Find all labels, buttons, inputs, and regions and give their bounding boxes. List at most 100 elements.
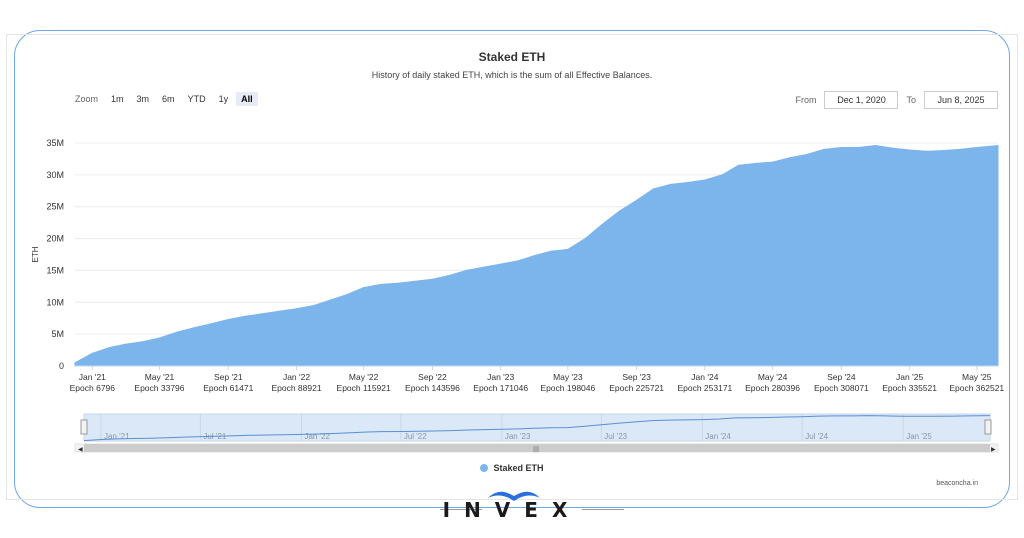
data-point-41 [772, 161, 774, 163]
data-point-34 [652, 188, 655, 190]
data-point-31 [601, 224, 603, 226]
data-point-5 [158, 337, 161, 339]
data-point-7 [193, 327, 195, 329]
scroll-right-arrow-icon: ▶ [991, 446, 996, 453]
data-point-51 [942, 150, 944, 152]
y-tick-label: 25M [46, 202, 64, 212]
navigator-tick-label: Jan '24 [705, 432, 731, 441]
data-point-17 [363, 287, 365, 289]
scrollbar-thumb [84, 444, 990, 452]
x-tick-label: May '22 [349, 372, 379, 382]
data-point-9 [227, 318, 229, 321]
legend-label: Staked ETH [493, 463, 544, 473]
data-point-43 [806, 153, 808, 156]
data-point-20 [414, 280, 416, 282]
x-tick-epoch-label: Epoch 253171 [677, 383, 732, 393]
scroll-left-arrow-icon: ◀ [78, 446, 83, 453]
brand-logo: INVEX [0, 490, 1024, 530]
data-point-13 [295, 308, 298, 310]
data-point-26 [517, 260, 519, 262]
data-point-21 [431, 278, 434, 280]
navigator-tick-label: Jan '25 [906, 432, 932, 441]
x-tick-label: Sep '21 [214, 372, 243, 382]
x-tick-epoch-label: Epoch 61471 [203, 383, 253, 393]
data-point-35 [670, 183, 672, 185]
data-point-22 [448, 274, 450, 277]
bull-horns-icon [488, 491, 540, 501]
logo-line-right [582, 509, 624, 510]
data-point-2 [109, 346, 111, 349]
x-tick-label: May '25 [962, 372, 992, 382]
data-point-47 [874, 144, 877, 147]
data-point-19 [397, 282, 399, 284]
date-range-selector: From Dec 1, 2020 To Jun 8, 2025 [795, 91, 998, 109]
data-point-29 [567, 248, 569, 250]
data-point-3 [124, 343, 126, 345]
data-point-53 [976, 146, 978, 149]
y-tick-label: 20M [46, 234, 64, 244]
navigator-window [83, 413, 991, 442]
x-tick-label: Jan '21 [79, 372, 106, 382]
data-point-39 [737, 164, 740, 166]
zoom-1y-button[interactable]: 1y [218, 94, 229, 104]
data-point-37 [704, 179, 706, 181]
x-tick-epoch-label: Epoch 362521 [949, 383, 1004, 393]
y-tick-label: 30M [46, 170, 64, 180]
to-date-input[interactable]: Jun 8, 2025 [924, 91, 998, 109]
x-tick-label: Sep '23 [622, 372, 651, 382]
chart-title: Staked ETH [478, 50, 546, 64]
x-tick-epoch-label: Epoch 171046 [473, 383, 528, 393]
brand-text: INVEX [442, 498, 582, 522]
data-point-6 [176, 331, 178, 333]
from-date-input[interactable]: Dec 1, 2020 [824, 91, 899, 109]
zoom-label: Zoom [75, 94, 99, 104]
credit-link[interactable]: beaconcha.in [936, 480, 978, 487]
data-point-48 [891, 147, 893, 149]
data-point-24 [482, 266, 484, 268]
x-tick-epoch-label: Epoch 280396 [745, 383, 800, 393]
y-tick-label: 10M [46, 297, 64, 307]
y-tick-label: 0 [59, 361, 64, 371]
data-point-38 [721, 174, 723, 176]
y-tick-label: 15M [46, 265, 64, 275]
data-point-15 [328, 299, 331, 301]
zoom-6m-button[interactable]: 6m [162, 94, 175, 104]
x-tick-epoch-label: Epoch 198046 [540, 383, 595, 393]
data-point-4 [142, 341, 144, 343]
x-tick-label: Sep '24 [827, 372, 856, 382]
data-point-32 [618, 210, 620, 212]
navigator[interactable]: Jan '21 Jul '21 Jan '22 Jul '22 Jan '23 Jul '… [74, 413, 999, 453]
x-tick-label: Jan '25 [896, 372, 923, 382]
zoom-toolbar: Zoom 1m 3m 6m YTD 1y All [75, 92, 261, 106]
legend[interactable]: Staked ETH [0, 463, 1024, 473]
series-area-staked-eth [74, 144, 999, 367]
zoom-all-button[interactable]: All [236, 92, 258, 106]
navigator-series-line [83, 415, 991, 442]
x-tick-label: May '21 [145, 372, 175, 382]
zoom-1m-button[interactable]: 1m [111, 94, 124, 104]
data-point-23 [466, 269, 468, 271]
y-tick-label: 35M [46, 138, 64, 148]
from-label: From [795, 95, 817, 105]
x-tick-epoch-label: Epoch 88921 [271, 383, 321, 393]
x-tick-epoch-label: Epoch 115921 [337, 383, 391, 393]
data-point-52 [959, 148, 961, 150]
x-tick-epoch-label: Epoch 308071 [814, 383, 869, 393]
zoom-ytd-button[interactable]: YTD [187, 94, 206, 104]
to-label: To [906, 95, 916, 105]
x-tick-epoch-label: Epoch 225721 [609, 383, 664, 393]
data-point-46 [857, 146, 859, 149]
x-tick-label: Sep '22 [418, 372, 447, 382]
navigator-tick-label: Jul '23 [604, 432, 627, 441]
x-tick-label: Jan '22 [283, 372, 310, 382]
x-tick-label: Jan '24 [691, 372, 718, 382]
data-point-40 [755, 162, 757, 164]
plot-area [74, 144, 999, 367]
scroll-grip-icon: ||| [533, 446, 539, 453]
legend-marker [480, 464, 489, 472]
y-axis: 0 5M 10M 15M 20M 25M 30M 35M ETH [31, 138, 64, 371]
data-point-50 [926, 150, 928, 152]
data-point-54 [997, 144, 999, 147]
zoom-3m-button[interactable]: 3m [136, 94, 150, 104]
